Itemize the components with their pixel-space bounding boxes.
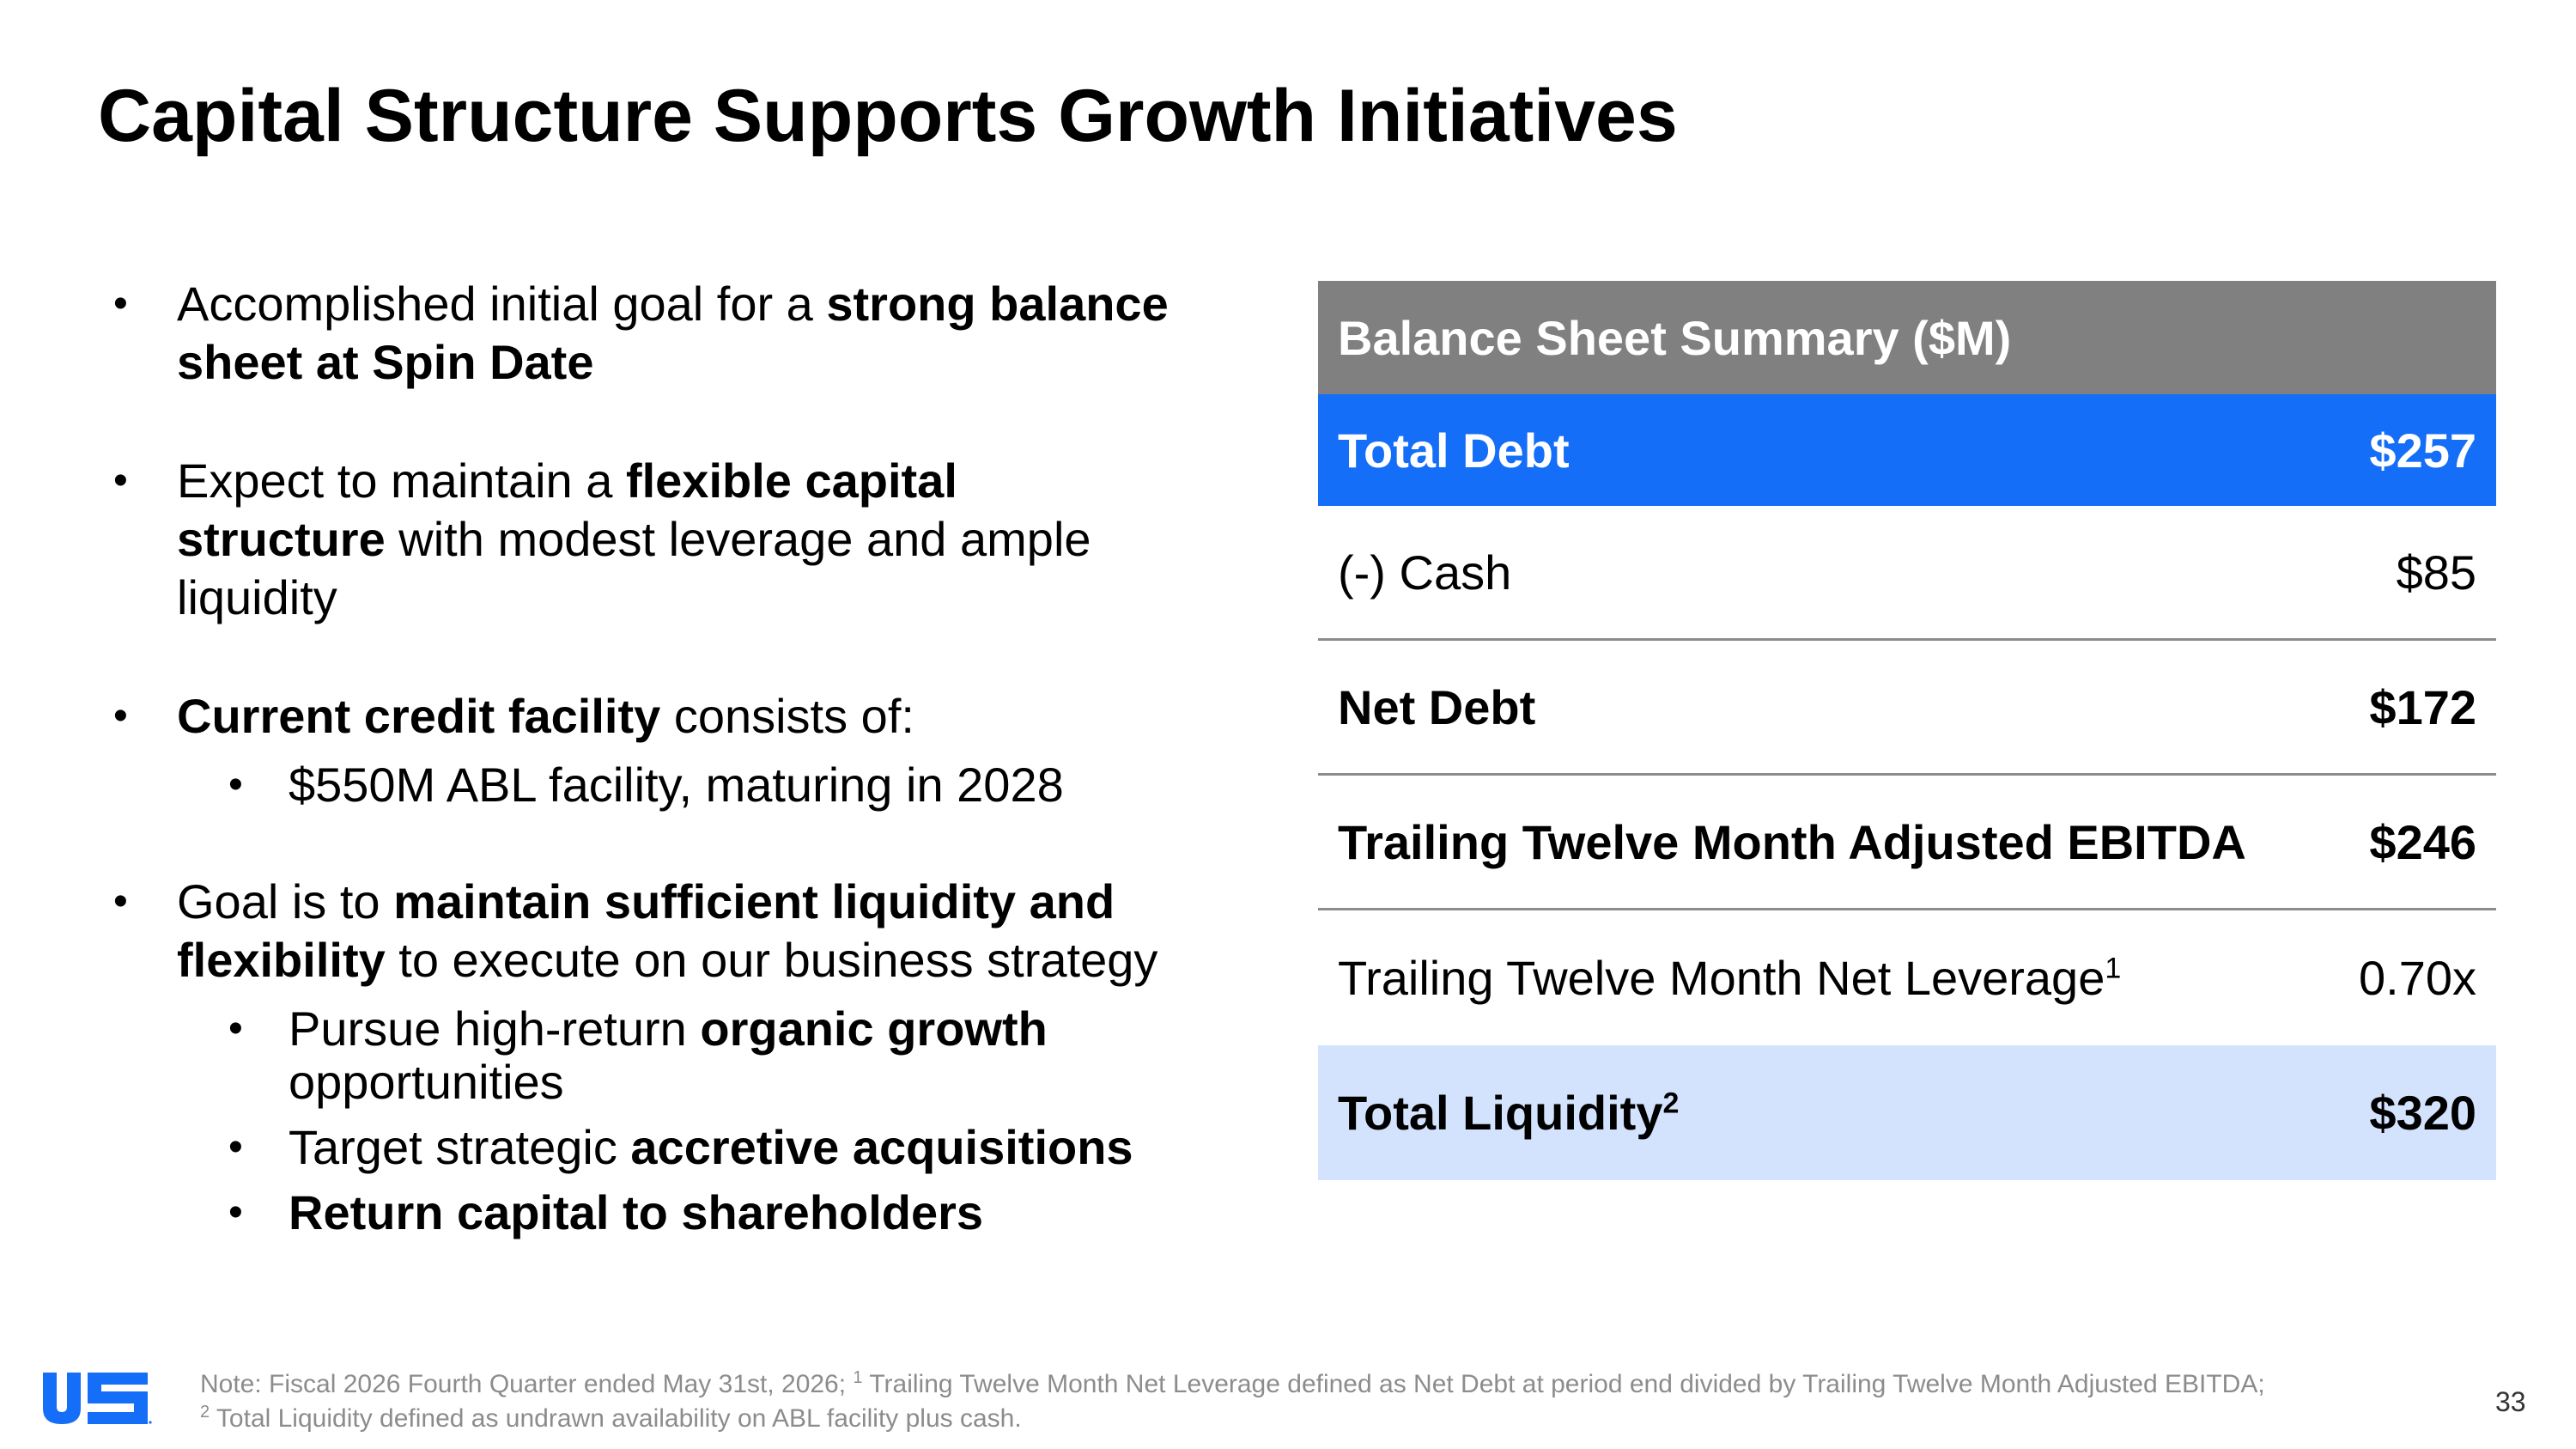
footnote-line-2: 2 Total Liquidity defined as undrawn ava… bbox=[200, 1402, 2265, 1436]
bullet-text: liquidity bbox=[177, 570, 337, 624]
bullet-1-line-1: Accomplished initial goal for a strong b… bbox=[177, 275, 1169, 333]
bullet-text: opportunities bbox=[289, 1055, 564, 1109]
row-value: $172 bbox=[2369, 679, 2476, 734]
footnote-marker: 1 bbox=[853, 1368, 863, 1387]
bullet-bold-text: maintain sufficient liquidity and bbox=[393, 874, 1115, 928]
bullet-text: $550M ABL facility, maturing in 2028 bbox=[289, 758, 1064, 812]
row-value: $246 bbox=[2369, 814, 2476, 869]
bullet-4-sub-1-line-1: Pursue high-return organic growth bbox=[289, 1000, 1048, 1058]
bullet-bold-text: flexibility bbox=[177, 933, 386, 987]
bullet-bold-text: Current credit facility bbox=[177, 689, 661, 743]
table-row-net-debt: Net Debt $172 bbox=[1318, 641, 2496, 776]
bullet-2-line-1: Expect to maintain a flexible capital bbox=[177, 452, 957, 510]
bullet-text: to execute on our business strategy bbox=[385, 933, 1158, 987]
slide-title: Capital Structure Supports Growth Initia… bbox=[98, 75, 1678, 157]
table-row-net-leverage: Trailing Twelve Month Net Leverage1 0.70… bbox=[1318, 910, 2496, 1045]
table-row-adjusted-ebitda: Trailing Twelve Month Adjusted EBITDA $2… bbox=[1318, 776, 2496, 910]
bullet-bold-text: accretive acquisitions bbox=[630, 1120, 1133, 1174]
footnote: Note: Fiscal 2026 Fourth Quarter ended M… bbox=[200, 1367, 2265, 1436]
row-label-text: Total Liquidity bbox=[1338, 1086, 1663, 1140]
bullet-list: • Accomplished initial goal for a strong… bbox=[0, 0, 1254, 1288]
bullet-text: with modest leverage and ample bbox=[385, 512, 1091, 566]
balance-sheet-table: Balance Sheet Summary ($M) Total Debt $2… bbox=[1318, 281, 2496, 1180]
bullet-text: consists of: bbox=[660, 689, 914, 743]
bullet-4-line-1: Goal is to maintain sufficient liquidity… bbox=[177, 873, 1115, 931]
bullet-bold-text: organic growth bbox=[700, 1002, 1048, 1056]
bullet-bold-text: structure bbox=[177, 512, 386, 566]
bullet-bold-text: strong balance bbox=[826, 277, 1169, 331]
row-value: $257 bbox=[2369, 423, 2476, 478]
bullet-3-line-1: Current credit facility consists of: bbox=[177, 687, 914, 746]
sub-bullet-dot: • bbox=[228, 1006, 243, 1051]
table-row-total-liquidity: Total Liquidity2 $320 bbox=[1318, 1045, 2496, 1180]
table-header: Balance Sheet Summary ($M) bbox=[1318, 281, 2496, 394]
bullet-2-line-2: structure with modest leverage and ample bbox=[177, 510, 1091, 569]
footnote-line-1: Note: Fiscal 2026 Fourth Quarter ended M… bbox=[200, 1367, 2265, 1402]
footnote-marker: 1 bbox=[2105, 952, 2122, 985]
bullet-text: Target strategic bbox=[289, 1120, 631, 1174]
bullet-2-line-3: liquidity bbox=[177, 569, 337, 627]
bullet-dot: • bbox=[113, 693, 128, 739]
row-label: Trailing Twelve Month Adjusted EBITDA bbox=[1338, 814, 2246, 869]
bullet-1-line-2: sheet at Spin Date bbox=[177, 333, 593, 392]
bullet-4-sub-1-line-2: opportunities bbox=[289, 1053, 564, 1111]
bullet-text: Pursue high-return bbox=[289, 1002, 701, 1056]
table-row-total-debt: Total Debt $257 bbox=[1318, 394, 2496, 506]
bullet-text: Expect to maintain a bbox=[177, 454, 626, 508]
sub-bullet-dot: • bbox=[228, 762, 243, 807]
footnote-text: Note: Fiscal 2026 Fourth Quarter ended M… bbox=[200, 1370, 854, 1398]
row-label-text: Trailing Twelve Month Net Leverage bbox=[1338, 951, 2105, 1005]
row-value: $85 bbox=[2396, 545, 2476, 600]
footnote-marker: 2 bbox=[1662, 1087, 1680, 1120]
sub-bullet-dot: • bbox=[228, 1190, 243, 1235]
sub-bullet-dot: • bbox=[228, 1124, 243, 1170]
row-value: $320 bbox=[2369, 1086, 2476, 1140]
bullet-3-sub-1: $550M ABL facility, maturing in 2028 bbox=[289, 756, 1064, 814]
bullet-text: Goal is to bbox=[177, 874, 394, 928]
bullet-bold-text: Return capital to shareholders bbox=[289, 1185, 984, 1239]
page-number: 33 bbox=[2495, 1386, 2526, 1417]
bullet-4-sub-2: Target strategic accretive acquisitions bbox=[289, 1118, 1133, 1177]
footnote-text: Trailing Twelve Month Net Leverage defin… bbox=[862, 1370, 2265, 1398]
bullet-4-line-2: flexibility to execute on our business s… bbox=[177, 931, 1157, 989]
footnote-marker: 2 bbox=[200, 1403, 210, 1422]
row-label: Net Debt bbox=[1338, 679, 1536, 734]
bullet-dot: • bbox=[113, 281, 128, 326]
company-logo bbox=[43, 1373, 152, 1424]
bullet-bold-text: flexible capital bbox=[625, 454, 957, 508]
row-label: Total Liquidity2 bbox=[1338, 1085, 1679, 1141]
table-header-title: Balance Sheet Summary ($M) bbox=[1338, 310, 2012, 365]
bullet-text: Accomplished initial goal for a bbox=[177, 277, 827, 331]
row-label: Total Debt bbox=[1338, 423, 1570, 478]
row-label: (-) Cash bbox=[1338, 545, 1512, 600]
bullet-4-sub-3: Return capital to shareholders bbox=[289, 1184, 983, 1242]
bullet-dot: • bbox=[113, 458, 128, 503]
bullet-bold-text: sheet at Spin Date bbox=[177, 335, 594, 389]
row-value: 0.70x bbox=[2359, 951, 2476, 1005]
table-row-cash: (-) Cash $85 bbox=[1318, 506, 2496, 641]
bullet-dot: • bbox=[113, 879, 128, 924]
footnote-text: Total Liquidity defined as undrawn avail… bbox=[210, 1404, 1022, 1433]
row-label: Trailing Twelve Month Net Leverage1 bbox=[1338, 950, 2121, 1006]
